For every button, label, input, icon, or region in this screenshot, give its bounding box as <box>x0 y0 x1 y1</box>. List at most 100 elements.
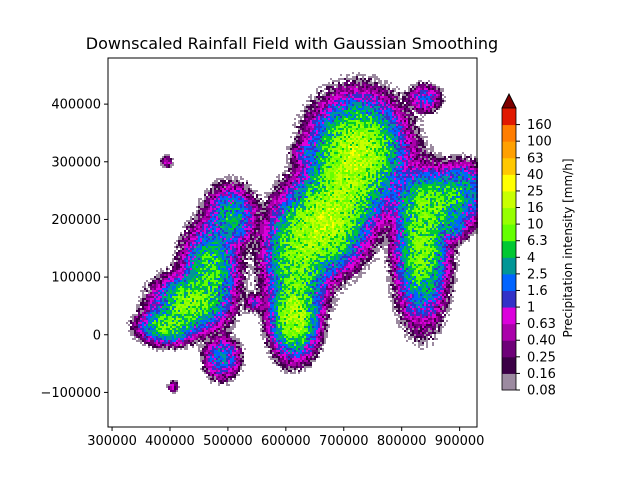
rain-pixel <box>354 200 356 202</box>
rain-pixel <box>436 154 438 156</box>
rain-pixel <box>428 162 430 164</box>
rain-pixel <box>454 186 456 188</box>
rain-pixel <box>364 190 366 192</box>
rain-pixel <box>322 180 324 182</box>
rain-pixel <box>326 144 328 146</box>
rain-pixel <box>414 164 416 166</box>
rain-pixel <box>308 120 310 122</box>
rain-pixel <box>342 112 344 114</box>
rain-pixel <box>344 88 346 90</box>
rain-pixel <box>418 80 420 82</box>
rain-pixel <box>438 90 440 92</box>
rain-pixel <box>320 128 322 130</box>
rain-pixel <box>318 86 320 88</box>
rain-pixel <box>396 130 398 132</box>
rain-pixel <box>354 192 356 194</box>
rain-pixel <box>304 140 306 142</box>
rain-pixel <box>282 186 284 188</box>
rain-pixel <box>360 176 362 178</box>
rain-pixel <box>318 168 320 170</box>
rain-pixel <box>406 108 408 110</box>
rain-pixel <box>298 116 300 118</box>
rain-pixel <box>334 192 336 194</box>
rain-pixel <box>336 110 338 112</box>
rain-pixel <box>380 124 382 126</box>
rain-pixel <box>304 164 306 166</box>
rain-pixel <box>286 184 288 186</box>
rain-pixel <box>320 102 322 104</box>
rain-pixel <box>422 110 424 112</box>
rain-pixel <box>384 174 386 176</box>
rain-pixel <box>412 134 414 136</box>
rain-pixel <box>310 106 312 108</box>
rain-pixel <box>338 118 340 120</box>
rain-pixel <box>304 162 306 164</box>
rain-pixel <box>426 148 428 150</box>
rain-pixel <box>452 160 454 162</box>
rain-pixel <box>304 138 306 140</box>
rain-pixel <box>326 102 328 104</box>
rain-pixel <box>330 126 332 128</box>
rain-pixel <box>348 128 350 130</box>
rain-pixel <box>418 186 420 188</box>
rain-pixel <box>424 180 426 182</box>
rain-pixel <box>368 126 370 128</box>
rain-pixel <box>404 186 406 188</box>
rain-pixel <box>406 172 408 174</box>
rain-pixel <box>214 180 216 182</box>
rain-pixel <box>424 90 426 92</box>
rain-pixel <box>334 188 336 190</box>
rain-pixel <box>426 104 428 106</box>
rain-pixel <box>382 114 384 116</box>
rain-pixel <box>374 200 376 202</box>
rain-pixel <box>294 172 296 174</box>
rain-pixel <box>320 200 322 202</box>
rain-pixel <box>236 192 238 194</box>
rain-pixel <box>416 198 418 200</box>
rain-pixel <box>300 122 302 124</box>
rain-pixel <box>380 162 382 164</box>
rain-pixel <box>304 132 306 134</box>
rain-pixel <box>224 196 226 198</box>
rain-pixel <box>370 132 372 134</box>
rain-pixel <box>296 138 298 140</box>
rain-pixel <box>462 158 464 160</box>
rain-pixel <box>402 176 404 178</box>
rain-pixel <box>316 144 318 146</box>
rain-pixel <box>340 180 342 182</box>
rain-pixel <box>424 158 426 160</box>
rain-pixel <box>302 128 304 130</box>
rain-pixel <box>298 160 300 162</box>
rain-pixel <box>290 158 292 160</box>
rain-pixel <box>472 190 474 192</box>
rain-pixel <box>412 160 414 162</box>
rain-pixel <box>396 146 398 148</box>
rain-pixel <box>378 116 380 118</box>
rain-pixel <box>344 180 346 182</box>
rain-pixel <box>342 132 344 134</box>
rain-pixel <box>242 196 244 198</box>
rain-pixel <box>390 168 392 170</box>
rain-pixel <box>374 140 376 142</box>
rain-pixel <box>464 196 466 198</box>
rain-pixel <box>332 126 334 128</box>
rain-pixel <box>382 100 384 102</box>
rain-pixel <box>446 198 448 200</box>
rain-pixel <box>406 164 408 166</box>
rain-pixel <box>376 128 378 130</box>
rain-pixel <box>294 176 296 178</box>
rain-pixel <box>316 182 318 184</box>
rain-pixel <box>386 152 388 154</box>
rain-pixel <box>362 166 364 168</box>
rain-pixel <box>454 158 456 160</box>
rain-pixel <box>328 186 330 188</box>
rain-pixel <box>348 160 350 162</box>
rain-pixel <box>374 80 376 82</box>
rain-pixel <box>412 140 414 142</box>
rain-pixel <box>336 186 338 188</box>
rain-pixel <box>302 198 304 200</box>
rain-pixel <box>328 152 330 154</box>
rain-pixel <box>374 122 376 124</box>
rain-pixel <box>344 104 346 106</box>
rain-pixel <box>316 146 318 148</box>
